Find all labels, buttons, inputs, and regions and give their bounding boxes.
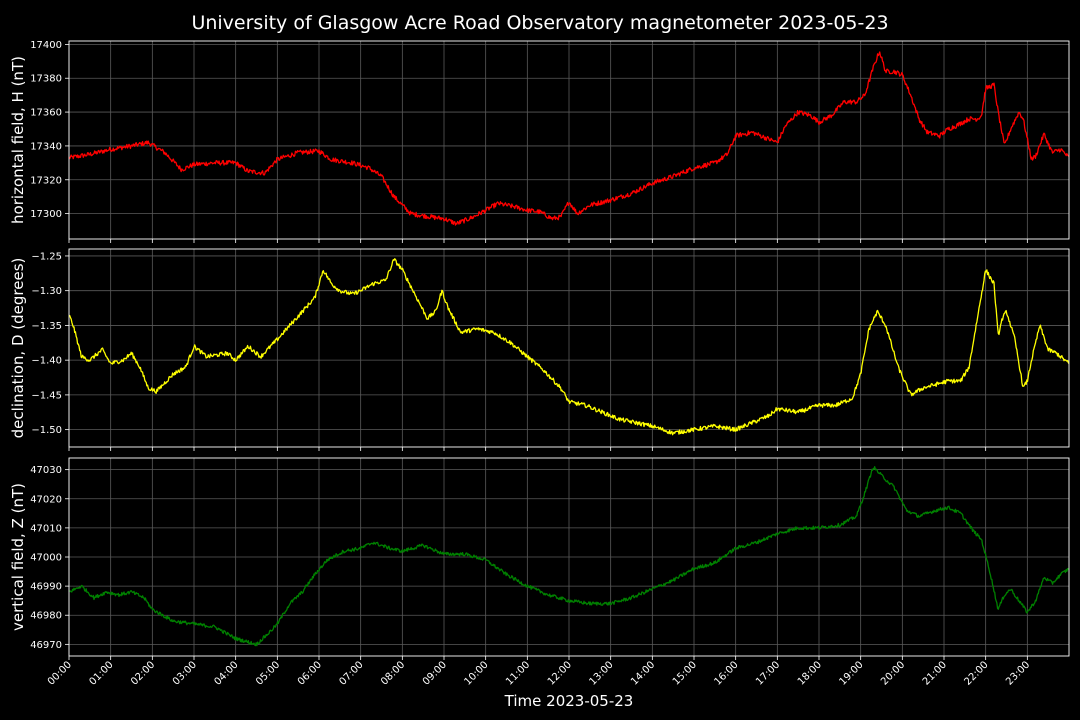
y-tick-label: 47030 bbox=[30, 465, 62, 476]
y-axis-label: horizontal field, H (nT) bbox=[9, 56, 27, 224]
y-axis-label: declination, D (degrees) bbox=[9, 258, 27, 439]
y-tick-label: 17340 bbox=[30, 141, 62, 152]
series-line bbox=[68, 51, 1070, 226]
panel-frame bbox=[68, 40, 1070, 240]
y-tick-label: 46970 bbox=[30, 640, 62, 651]
chart-title: University of Glasgow Acre Road Observat… bbox=[191, 12, 888, 34]
series-line bbox=[68, 258, 1070, 436]
y-tick-label: 17320 bbox=[30, 175, 62, 186]
y-tick-label: 46990 bbox=[30, 582, 62, 593]
y-tick-label: −1.40 bbox=[31, 356, 62, 367]
y-tick-label: 47010 bbox=[30, 523, 62, 534]
x-axis-label: Time 2023-05-23 bbox=[504, 692, 634, 710]
y-tick-label: −1.45 bbox=[31, 390, 62, 401]
panel-frame bbox=[68, 248, 1070, 448]
y-tick-label: −1.30 bbox=[31, 286, 62, 297]
panel-frame bbox=[68, 457, 1070, 657]
y-axis-label: vertical field, Z (nT) bbox=[9, 483, 27, 631]
y-tick-label: 47000 bbox=[30, 553, 62, 564]
y-tick-label: 47020 bbox=[30, 494, 62, 505]
y-tick-label: 46980 bbox=[30, 611, 62, 622]
y-tick-label: 17300 bbox=[30, 209, 62, 220]
y-tick-label: −1.25 bbox=[31, 251, 62, 262]
y-tick-label: −1.35 bbox=[31, 321, 62, 332]
panel-1: −1.50 −1.45 −1.40 −1.35 −1.30 −1.25 declinatio… bbox=[9, 248, 1070, 451]
y-tick-label: 17380 bbox=[30, 74, 62, 85]
y-tick-label: 17360 bbox=[30, 108, 62, 119]
panel-0: 17300 17320 17340 17360 17380 17400horizontal… bbox=[9, 40, 1070, 243]
y-tick-label: 17400 bbox=[30, 40, 62, 51]
panel-2: 46970 46980 46990 47000 47010 47020 47030verti… bbox=[9, 457, 1070, 660]
y-tick-label: −1.50 bbox=[31, 425, 62, 436]
series-line bbox=[68, 466, 1070, 647]
